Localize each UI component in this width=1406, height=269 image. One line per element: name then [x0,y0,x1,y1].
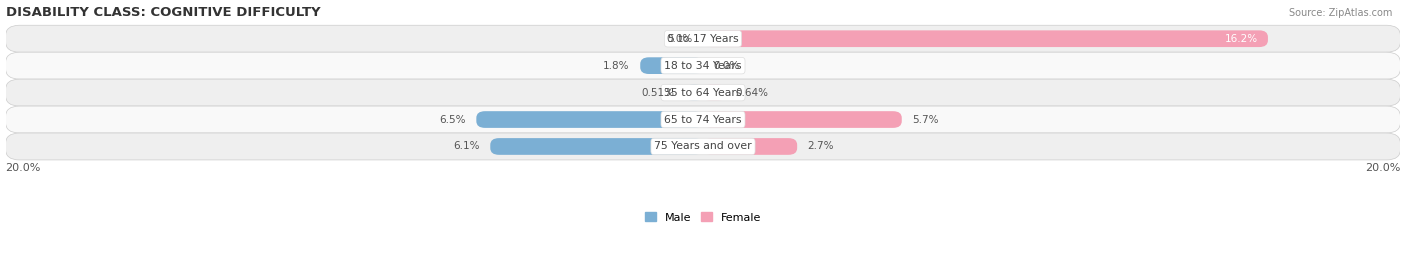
FancyBboxPatch shape [6,79,1400,106]
Text: 35 to 64 Years: 35 to 64 Years [664,88,742,98]
Text: 0.64%: 0.64% [735,88,769,98]
FancyBboxPatch shape [477,111,703,128]
FancyBboxPatch shape [6,133,1400,160]
Text: Source: ZipAtlas.com: Source: ZipAtlas.com [1288,8,1392,18]
Text: DISABILITY CLASS: COGNITIVE DIFFICULTY: DISABILITY CLASS: COGNITIVE DIFFICULTY [6,6,321,19]
FancyBboxPatch shape [6,25,1400,52]
FancyBboxPatch shape [703,111,901,128]
Text: 2.7%: 2.7% [807,141,834,151]
FancyBboxPatch shape [6,106,1400,133]
Text: 5 to 17 Years: 5 to 17 Years [668,34,738,44]
Text: 6.5%: 6.5% [439,115,465,125]
Text: 18 to 34 Years: 18 to 34 Years [664,61,742,71]
Text: 20.0%: 20.0% [1365,163,1400,173]
Text: 0.51%: 0.51% [641,88,675,98]
FancyBboxPatch shape [491,138,703,155]
Text: 6.1%: 6.1% [453,141,479,151]
Text: 16.2%: 16.2% [1225,34,1257,44]
Text: 0.0%: 0.0% [713,61,740,71]
Text: 65 to 74 Years: 65 to 74 Years [664,115,742,125]
Text: 0.0%: 0.0% [666,34,693,44]
FancyBboxPatch shape [703,84,725,101]
Text: 75 Years and over: 75 Years and over [654,141,752,151]
FancyBboxPatch shape [703,138,797,155]
Text: 1.8%: 1.8% [603,61,630,71]
FancyBboxPatch shape [685,84,703,101]
Text: 20.0%: 20.0% [6,163,41,173]
FancyBboxPatch shape [6,52,1400,79]
Legend: Male, Female: Male, Female [641,208,765,227]
FancyBboxPatch shape [640,57,703,74]
Text: 5.7%: 5.7% [912,115,939,125]
FancyBboxPatch shape [703,30,1268,47]
